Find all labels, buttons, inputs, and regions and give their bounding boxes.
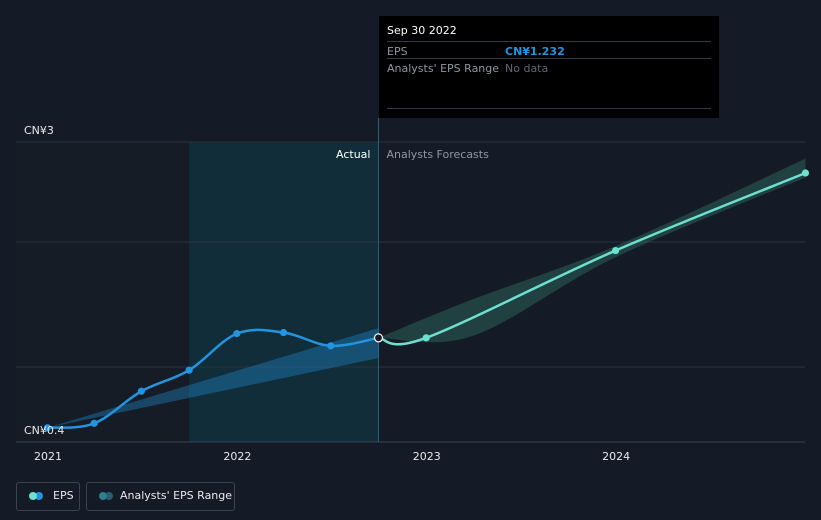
eps-point-2: [137, 387, 145, 395]
legend-range-button[interactable]: Analysts' EPS Range: [86, 482, 235, 511]
range-swatch-icon: [99, 492, 113, 500]
eps-point-6: [327, 342, 335, 350]
x-tick-label-3: 2024: [602, 450, 630, 463]
eps-swatch-icon: [29, 492, 43, 500]
eps-point-1: [90, 419, 98, 427]
analyst-range-past: [47, 328, 379, 428]
eps-point-4: [233, 330, 241, 338]
tooltip: Sep 30 2022 EPS CN¥1.232 Analysts' EPS R…: [379, 16, 719, 118]
y-label-bottom: CN¥0.4: [24, 424, 64, 437]
tooltip-range-row: Analysts' EPS Range No data: [387, 58, 711, 77]
eps-point-7: [373, 333, 384, 343]
analyst-range-forecast: [378, 158, 806, 343]
series-line-1: [378, 171, 806, 346]
legend-range-label: Analysts' EPS Range: [120, 489, 233, 502]
forecast-point-2: [801, 169, 810, 177]
tooltip-eps-row: EPS CN¥1.232: [387, 41, 711, 60]
past-shade: [16, 142, 190, 442]
y-label-top: CN¥3: [24, 124, 54, 137]
actual-label: Actual: [336, 148, 370, 161]
tooltip-eps-value: CN¥1.232: [505, 45, 565, 58]
x-tick-label-0: 2021: [34, 450, 62, 463]
series-line-0: [47, 328, 379, 430]
eps-point-0: [43, 424, 52, 432]
tooltip-range-label: Analysts' EPS Range: [387, 62, 500, 75]
x-tick-label-2: 2023: [413, 450, 441, 463]
eps-point-3: [185, 366, 193, 374]
last-year-highlight: [189, 142, 379, 442]
tooltip-separator: [387, 108, 711, 109]
legend-eps-label: EPS: [53, 489, 74, 502]
legend-eps-button[interactable]: EPS: [16, 482, 80, 511]
forecast-point-1: [611, 246, 620, 255]
forecast-label: Analysts Forecasts: [386, 148, 489, 161]
tooltip-eps-label: EPS: [387, 45, 408, 58]
tooltip-range-value: No data: [505, 62, 549, 75]
eps-point-5: [279, 328, 288, 337]
forecast-point-0: [422, 334, 430, 342]
x-tick-label-1: 2022: [223, 450, 251, 463]
tooltip-date: Sep 30 2022: [387, 24, 457, 37]
